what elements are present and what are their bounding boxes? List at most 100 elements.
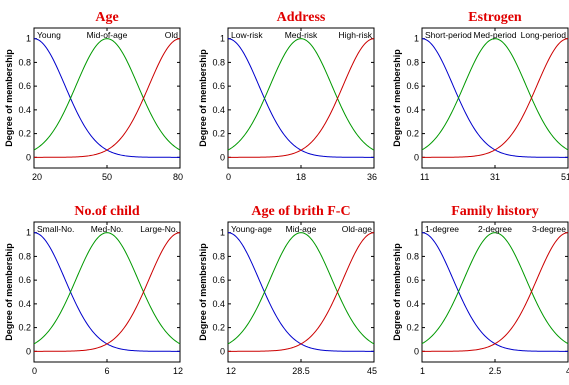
plot-frame xyxy=(421,221,569,363)
y-tick-label: 1 xyxy=(26,34,31,44)
y-tick-label: 0.6 xyxy=(406,275,419,285)
y-tick-label: 0 xyxy=(220,152,225,162)
mf-curve-3 xyxy=(422,232,569,352)
y-axis-label: Degree of membership xyxy=(198,49,208,147)
mf-label-2: 2-degree xyxy=(478,224,512,234)
mf-curve-2 xyxy=(421,232,569,345)
y-axis-label: Degree of membership xyxy=(4,243,14,341)
chart-panel: Address Degree of membership 0 0.2 0.4 0.6 0.8… xyxy=(198,10,377,182)
y-tick-label: 0 xyxy=(26,346,31,356)
mf-label-3: 3-degree xyxy=(532,224,566,234)
y-tick-label: 0.2 xyxy=(212,323,225,333)
x-tick-label: 11 xyxy=(420,172,429,182)
mf-label-1: Small-No. xyxy=(37,224,74,234)
y-tick-label: 0.6 xyxy=(212,275,225,285)
mf-label-1: Young-age xyxy=(231,224,272,234)
mf-label-3: Large-No. xyxy=(140,224,178,234)
mf-curve-1 xyxy=(33,232,180,352)
y-axis-label: Degree of membership xyxy=(392,49,402,147)
x-tick-label: 36 xyxy=(367,172,377,182)
y-tick-label: 0.2 xyxy=(18,323,31,333)
mf-curve-1 xyxy=(421,232,568,352)
mf-curve-3 xyxy=(34,38,181,158)
mf-curve-2 xyxy=(421,38,569,151)
y-tick-label: 0 xyxy=(414,346,419,356)
y-tick-label: 0.8 xyxy=(212,251,225,261)
x-tick-label: 20 xyxy=(32,172,42,182)
x-tick-label: 80 xyxy=(173,172,183,182)
mf-curve-1 xyxy=(421,38,568,158)
mf-label-1: 1-degree xyxy=(425,224,459,234)
mf-curve-3 xyxy=(228,38,375,158)
mf-label-1: Low-risk xyxy=(231,30,263,40)
chart-title: No.of child xyxy=(74,204,140,219)
y-tick-label: 0.4 xyxy=(212,105,225,115)
y-tick-label: 0.8 xyxy=(212,57,225,67)
mf-label-2: Med-No. xyxy=(91,224,124,234)
mf-label-3: Long-period xyxy=(521,30,567,40)
y-tick-label: 0.8 xyxy=(18,57,31,67)
y-tick-label: 0 xyxy=(220,346,225,356)
mf-curve-3 xyxy=(228,232,375,352)
mf-curve-2 xyxy=(33,38,181,151)
mf-curve-2 xyxy=(33,232,181,345)
chart-title: Address xyxy=(277,10,326,25)
y-tick-label: 0.2 xyxy=(406,129,419,139)
y-axis-label: Degree of membership xyxy=(198,243,208,341)
mf-label-1: Young xyxy=(37,30,61,40)
chart-title: Family history xyxy=(451,204,539,219)
y-tick-label: 0 xyxy=(414,152,419,162)
x-tick-label: 4 xyxy=(566,366,569,376)
y-tick-label: 0.6 xyxy=(406,81,419,91)
y-tick-label: 0.6 xyxy=(18,81,31,91)
y-tick-label: 0.4 xyxy=(406,299,419,309)
mf-curve-1 xyxy=(227,38,374,158)
y-tick-label: 0.8 xyxy=(406,57,419,67)
mf-label-3: High-risk xyxy=(338,30,372,40)
chart-panel: Estrogen Degree of membership 0 0.2 0.4 0.6 0.… xyxy=(392,10,569,182)
y-tick-label: 1 xyxy=(414,34,419,44)
y-tick-label: 1 xyxy=(414,228,419,238)
x-tick-label: 45 xyxy=(367,366,377,376)
x-tick-label: 0 xyxy=(32,366,37,376)
y-tick-label: 1 xyxy=(220,34,225,44)
mf-label-2: Mid-age xyxy=(286,224,317,234)
x-tick-label: 18 xyxy=(296,172,306,182)
x-tick-label: 28.5 xyxy=(292,366,310,376)
x-tick-label: 0 xyxy=(226,172,231,182)
y-tick-label: 0.6 xyxy=(212,81,225,91)
y-tick-label: 0.2 xyxy=(212,129,225,139)
x-tick-label: 12 xyxy=(173,366,183,376)
mf-label-3: Old xyxy=(165,30,179,40)
y-tick-label: 0.6 xyxy=(18,275,31,285)
y-tick-label: 0.4 xyxy=(212,299,225,309)
y-tick-label: 0.4 xyxy=(18,299,31,309)
y-tick-label: 0.2 xyxy=(406,323,419,333)
x-tick-label: 31 xyxy=(490,172,500,182)
mf-label-2: Med-risk xyxy=(285,30,318,40)
x-tick-label: 2.5 xyxy=(489,366,502,376)
mf-curve-2 xyxy=(227,232,375,345)
chart-title: Estrogen xyxy=(468,10,522,25)
y-axis-label: Degree of membership xyxy=(392,243,402,341)
plot-frame xyxy=(33,221,181,363)
mf-label-2: Med-period xyxy=(474,30,517,40)
mf-curve-3 xyxy=(422,38,569,158)
y-tick-label: 0.2 xyxy=(18,129,31,139)
mf-curve-3 xyxy=(34,232,181,352)
chart-title: Age xyxy=(95,10,118,25)
mf-label-3: Old-age xyxy=(342,224,373,234)
chart-panel: Age of brith F-C Degree of membership 0 0.2… xyxy=(198,204,377,376)
x-tick-label: 1 xyxy=(420,366,425,376)
y-tick-label: 1 xyxy=(220,228,225,238)
x-tick-label: 51 xyxy=(561,172,569,182)
plot-frame xyxy=(421,27,569,169)
y-axis-label: Degree of membership xyxy=(4,49,14,147)
y-tick-label: 0 xyxy=(26,152,31,162)
plot-frame xyxy=(227,27,375,169)
mf-label-2: Mid-of-age xyxy=(87,30,128,40)
x-tick-label: 50 xyxy=(102,172,112,182)
chart-panel: Age Degree of membership 0 0.2 0.4 0.6 0.8 1 20 5… xyxy=(4,10,183,182)
chart-panel: No.of child Degree of membership 0 0.2 0.4 0.… xyxy=(4,204,183,376)
